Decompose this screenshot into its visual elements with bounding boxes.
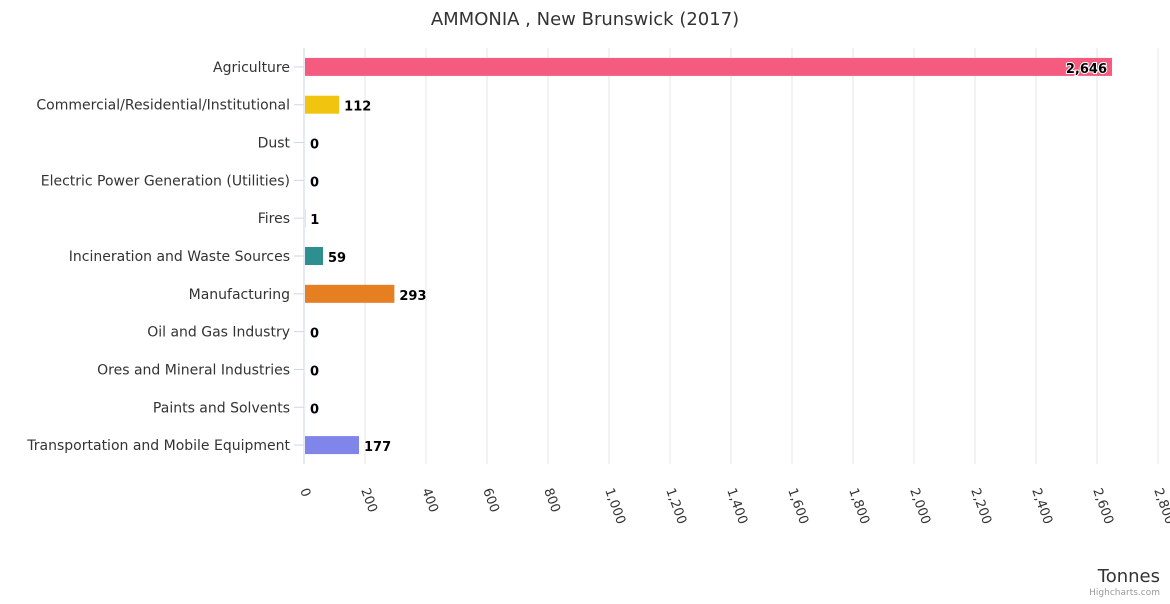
category-label: Paints and Solvents	[153, 400, 290, 416]
chart-title: AMMONIA , New Brunswick (2017)	[431, 9, 739, 30]
category-label: Electric Power Generation (Utilities)	[41, 173, 290, 189]
category-label: Transportation and Mobile Equipment	[26, 438, 290, 454]
bar	[305, 247, 323, 265]
x-tick-label: 1,000	[601, 486, 628, 526]
x-tick-label: 2,800	[1150, 486, 1170, 526]
data-label: 293	[399, 289, 426, 304]
x-tick-label: 800	[540, 486, 563, 514]
x-tick-label: 1,600	[784, 486, 811, 526]
data-label: 2,646	[1066, 62, 1107, 77]
category-label: Commercial/Residential/Institutional	[36, 98, 290, 114]
category-labels: Agriculture Commercial/Residential/Instit…	[26, 60, 290, 454]
x-tick-label: 2,000	[906, 486, 933, 526]
data-label: 177	[364, 440, 391, 455]
category-label: Agriculture	[213, 60, 290, 76]
tick-labels: 0 200 400 600 800 1,000 1,200 1,400 1,600 1,800 2,…	[296, 486, 1170, 526]
category-label: Ores and Mineral Industries	[97, 362, 290, 378]
category-label: Incineration and Waste Sources	[69, 249, 290, 265]
x-tick-label: 200	[357, 486, 380, 514]
grid	[294, 48, 1158, 464]
bar	[305, 96, 339, 114]
data-label: 59	[328, 251, 346, 266]
category-label: Fires	[258, 211, 290, 227]
data-label: 0	[310, 327, 319, 342]
x-tick-label: 600	[479, 486, 502, 514]
data-label: 0	[310, 364, 319, 379]
category-label: Dust	[258, 136, 291, 152]
x-tick-label: 1,800	[845, 486, 872, 526]
category-label: Manufacturing	[189, 287, 290, 303]
x-axis-title: Tonnes	[1097, 566, 1160, 587]
x-tick-label: 400	[418, 486, 441, 514]
credits-link[interactable]: Highcharts.com	[1089, 588, 1160, 598]
x-tick-label: 1,200	[662, 486, 689, 526]
x-tick-label: 0	[296, 486, 313, 499]
data-label: 0	[310, 138, 319, 153]
category-label: Oil and Gas Industry	[147, 325, 290, 341]
data-label: 112	[344, 100, 371, 115]
data-label: 0	[310, 175, 319, 190]
x-tick-label: 1,400	[723, 486, 750, 526]
x-tick-label: 2,600	[1089, 486, 1116, 526]
data-label: 1	[310, 213, 319, 228]
x-tick-label: 2,400	[1028, 486, 1055, 526]
x-tick-label: 2,200	[967, 486, 994, 526]
bar	[305, 436, 359, 454]
data-label: 0	[310, 402, 319, 417]
bar	[305, 58, 1112, 76]
data-labels: 2,646 112 0 0 1 59 293 0 0 0 177	[310, 62, 1107, 455]
bar	[305, 285, 394, 303]
